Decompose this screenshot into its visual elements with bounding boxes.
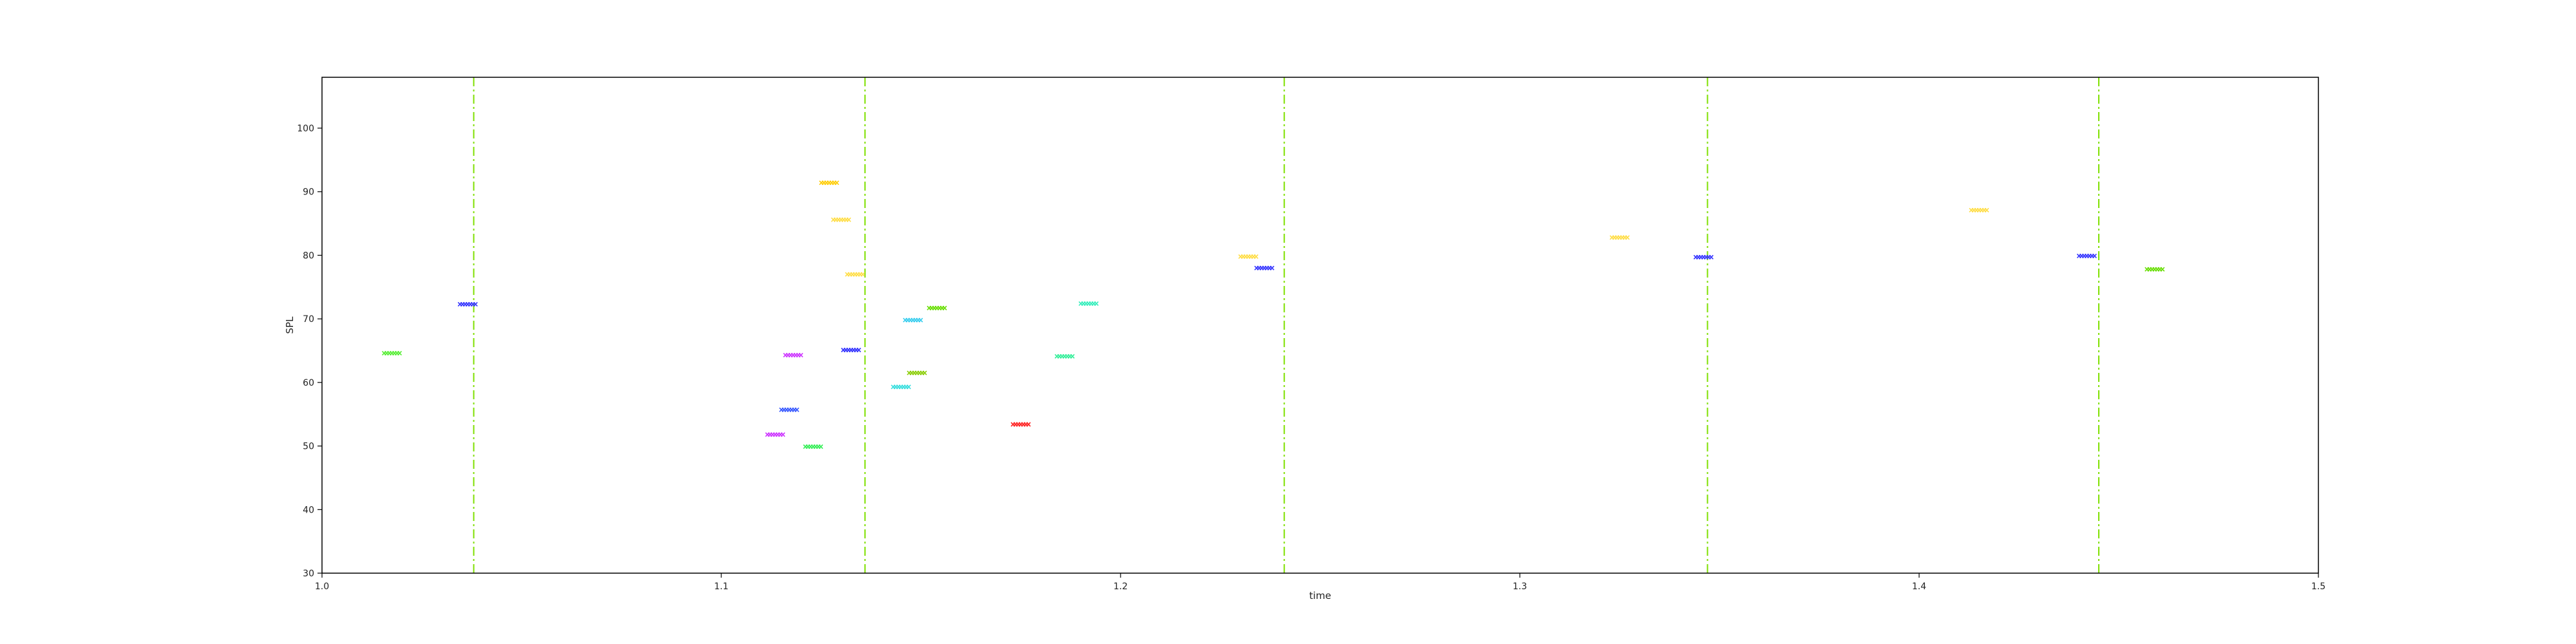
data-point	[1078, 301, 1099, 307]
points-layer	[381, 180, 2165, 450]
data-point	[1238, 254, 1258, 259]
data-point	[1054, 354, 1075, 359]
data-point	[927, 305, 947, 310]
data-point	[831, 217, 851, 222]
y-tick-label: 90	[303, 187, 314, 198]
data-point	[779, 407, 799, 412]
plot-frame	[321, 77, 2319, 574]
x-tick-label: 1.5	[2311, 582, 2325, 592]
data-point	[819, 180, 839, 185]
x-tick-label: 1.4	[1912, 582, 1926, 592]
data-point	[845, 272, 866, 277]
y-tick-label: 30	[303, 569, 314, 579]
x-tick-label: 1.0	[315, 582, 329, 592]
plot-area	[322, 77, 2318, 573]
data-point	[907, 370, 927, 375]
y-tick-label: 100	[297, 124, 314, 134]
data-point	[783, 352, 804, 357]
data-point	[840, 347, 862, 353]
data-point	[1254, 265, 1274, 270]
ticks-layer: 1.0 1.1 1.2 1.3 1.4 1.5 30 40 50 60 70 80 90 100	[297, 124, 2325, 592]
data-point	[381, 350, 402, 356]
data-point	[2145, 267, 2165, 272]
y-tick-label: 50	[303, 442, 314, 452]
data-point	[1969, 207, 1989, 213]
y-tick-label: 70	[303, 314, 314, 325]
x-axis-label: time	[1309, 590, 1331, 601]
data-point	[1609, 235, 1630, 240]
y-axis-label: SPL	[284, 316, 296, 334]
x-tick-label: 1.2	[1113, 582, 1128, 592]
data-point	[891, 384, 911, 390]
data-point	[1693, 254, 1714, 260]
data-point	[903, 317, 923, 323]
vertical-lines-layer	[473, 77, 2099, 573]
y-tick-label: 60	[303, 378, 314, 388]
data-point	[765, 432, 786, 437]
x-tick-label: 1.1	[714, 582, 728, 592]
x-tick-label: 1.3	[1513, 582, 1527, 592]
y-tick-label: 80	[303, 251, 314, 261]
data-point	[457, 301, 478, 307]
y-tick-label: 40	[303, 505, 314, 515]
data-point	[803, 444, 824, 450]
data-point	[2076, 253, 2097, 258]
data-point	[1010, 422, 1031, 427]
